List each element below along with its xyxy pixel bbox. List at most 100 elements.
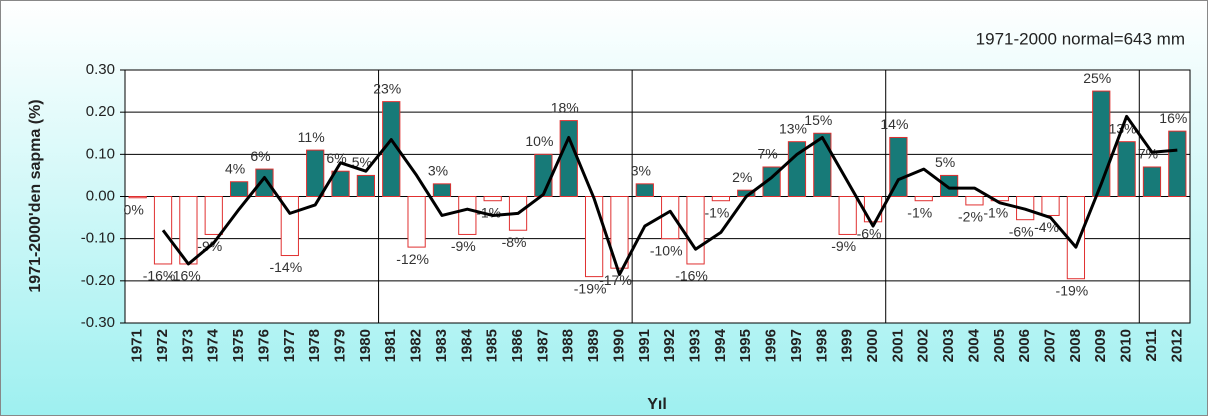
data-label: 3% (631, 163, 651, 179)
x-tick-label: 1977 (281, 329, 298, 362)
data-label: -19% (574, 280, 607, 296)
x-tick-label: 1986 (509, 329, 526, 362)
data-label: -4% (1034, 219, 1059, 235)
data-label: 15% (804, 112, 832, 128)
data-label: 18% (551, 99, 579, 115)
data-label: -6% (857, 226, 882, 242)
data-label: 11% (298, 129, 325, 145)
x-tick-label: 1992 (661, 329, 678, 362)
x-tick-label: 1976 (255, 329, 272, 362)
x-tick-label: 1980 (357, 329, 374, 362)
bar (889, 136, 908, 197)
x-tick-label: 1982 (408, 329, 425, 362)
bar (534, 153, 553, 197)
x-tick-label: 1997 (788, 329, 805, 362)
bar (559, 120, 578, 197)
x-tick-label: 1979 (332, 329, 349, 362)
bar (965, 196, 984, 206)
bar (255, 168, 274, 197)
x-tick-label: 2008 (1067, 329, 1084, 362)
x-tick-label: 2011 (1143, 329, 1160, 362)
x-tick-label: 1990 (610, 329, 627, 362)
data-label: -9% (451, 238, 476, 254)
bar (407, 196, 426, 248)
x-tick-label: 2009 (1092, 329, 1109, 362)
x-tick-label: 1983 (433, 329, 450, 362)
data-label: -9% (831, 238, 856, 254)
bar (432, 183, 452, 198)
bar (787, 141, 807, 197)
x-tick-label: 1991 (636, 329, 653, 362)
x-tick-label: 2000 (864, 329, 881, 362)
data-label: 5% (352, 154, 372, 170)
data-label: -12% (396, 251, 429, 267)
data-label: -1% (983, 204, 1008, 220)
data-label: 16% (1159, 110, 1187, 126)
bar (711, 196, 731, 202)
x-tick-label: 2002 (915, 329, 932, 362)
data-label: 14% (880, 116, 908, 132)
data-label: 5% (935, 154, 955, 170)
bar (838, 196, 857, 235)
trend-line (161, 114, 1178, 277)
x-axis-title: Yıl (647, 396, 667, 413)
bar (686, 196, 705, 265)
x-tick-label: 1978 (306, 329, 323, 362)
x-tick-label: 2003 (940, 329, 957, 362)
bar (939, 174, 959, 198)
bar (204, 196, 223, 235)
bar (356, 174, 376, 198)
x-tick-label: 1975 (230, 329, 247, 362)
data-label: -1% (704, 204, 729, 220)
y-tick-label: 0.20 (86, 103, 115, 120)
data-label: 2% (732, 169, 752, 185)
data-label: -2% (958, 209, 983, 225)
bar (483, 196, 502, 202)
data-label: 7% (757, 146, 777, 162)
x-tick-label: 1971 (129, 329, 146, 362)
x-tick-label: 1988 (560, 329, 577, 362)
data-label: 3% (428, 163, 448, 179)
y-tick-label: 0.10 (86, 145, 115, 162)
bar (1066, 196, 1086, 280)
bar (813, 132, 832, 197)
bar (584, 196, 604, 278)
data-label: -19% (1056, 282, 1089, 298)
bar (458, 196, 477, 235)
y-tick-label: 0.00 (86, 187, 115, 204)
annotation: 1971-2000 normal=643 mm (976, 29, 1185, 48)
plot-border (124, 69, 1191, 324)
x-tick-label: 1985 (484, 329, 501, 362)
data-label: -16% (675, 268, 708, 284)
x-tick-label: 1993 (687, 329, 704, 362)
data-label: -6% (1009, 223, 1034, 239)
x-tick-label: 1998 (813, 329, 830, 362)
data-label: 25% (1083, 70, 1111, 86)
data-label: 0% (124, 201, 144, 217)
y-axis-title: 1971-2000'den sapma (%) (27, 99, 44, 292)
bar (610, 196, 629, 269)
bar (1168, 130, 1187, 197)
x-tick-label: 2005 (991, 329, 1008, 362)
bar (1142, 166, 1162, 198)
x-tick-label: 2004 (965, 328, 982, 362)
data-label: -17% (599, 272, 632, 288)
x-tick-label: 1999 (839, 329, 856, 362)
bar (635, 183, 654, 198)
x-tick-label: 1989 (585, 329, 602, 362)
data-label: 13% (779, 120, 807, 136)
data-label: -8% (502, 234, 527, 250)
bar (306, 149, 325, 198)
bar (661, 196, 680, 240)
x-tick-label: 1973 (179, 329, 196, 362)
y-tick-label: 0.30 (86, 61, 115, 78)
x-tick-label: 2012 (1168, 329, 1185, 362)
bar (1041, 196, 1060, 216)
x-tick-label: 2006 (1016, 329, 1033, 362)
x-tick-label: 1972 (154, 329, 171, 362)
data-label: 23% (373, 80, 401, 96)
x-tick-label: 1994 (712, 328, 729, 362)
data-label: 4% (225, 160, 245, 176)
x-tick-label: 1995 (737, 329, 754, 362)
